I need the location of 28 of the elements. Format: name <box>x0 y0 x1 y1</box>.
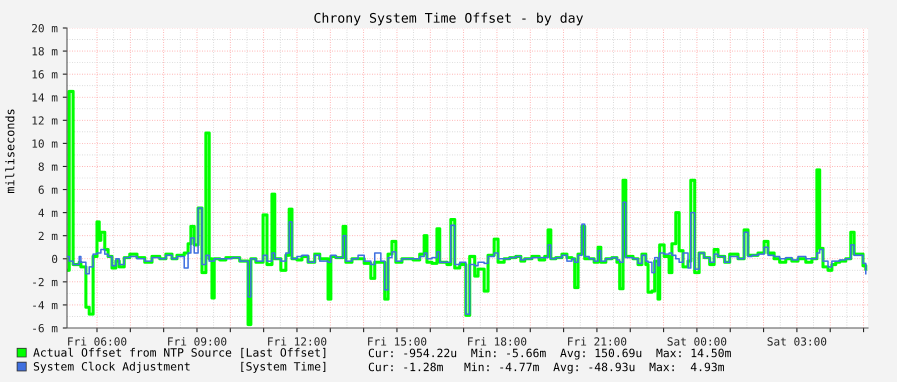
text: Cur: -954.22u Min: -5.66m Avg: 150.69u Max: 14.50m <box>368 348 731 360</box>
x-tick-label: Fri 15:00 <box>368 337 426 346</box>
y-tick-label: 14 m <box>32 93 58 102</box>
x-tick-label: Fri 09:00 <box>168 337 226 346</box>
x-tick-label: Fri 12:00 <box>268 337 326 346</box>
y-tick-label: 16 m <box>32 70 58 79</box>
legend-label: System Clock Adjustment [System Time] <box>34 362 326 373</box>
x-tick-label: Fri 21:00 <box>568 337 626 346</box>
y-tick-label: 6 m <box>38 186 58 194</box>
y-tick-label: -4 m <box>33 301 58 310</box>
y-tick-label: 10 m <box>32 139 58 148</box>
y-tick-label: 4 m <box>38 208 58 217</box>
y-tick-label: 12 m <box>32 116 58 125</box>
y-axis-title: milliseconds <box>5 110 14 194</box>
x-tick-label: Sat 00:00 <box>668 337 726 346</box>
y-tick-label: -6 m <box>33 324 58 332</box>
x-tick-label: Sat 03:00 <box>768 337 826 346</box>
chart-title: Chrony System Time Offset - by day <box>314 12 584 26</box>
y-tick-label: 18 m <box>32 47 58 56</box>
x-tick-label: Fri 06:00 <box>68 337 126 346</box>
text: Cur: -1.28m Min: -4.77m Avg: -48.93u Max: 4.93m <box>368 362 724 374</box>
legend-label: Actual Offset from NTP Source [Last Offset] <box>33 348 326 358</box>
y-tick-label: 8 m <box>38 162 58 171</box>
y-tick-label: -2 m <box>33 278 58 286</box>
y-tick-label: 20 m <box>32 24 58 32</box>
x-tick-label: Fri 18:00 <box>468 337 526 346</box>
y-tick-label: 0 <box>52 254 58 264</box>
y-tick-label: 2 m <box>38 232 58 240</box>
